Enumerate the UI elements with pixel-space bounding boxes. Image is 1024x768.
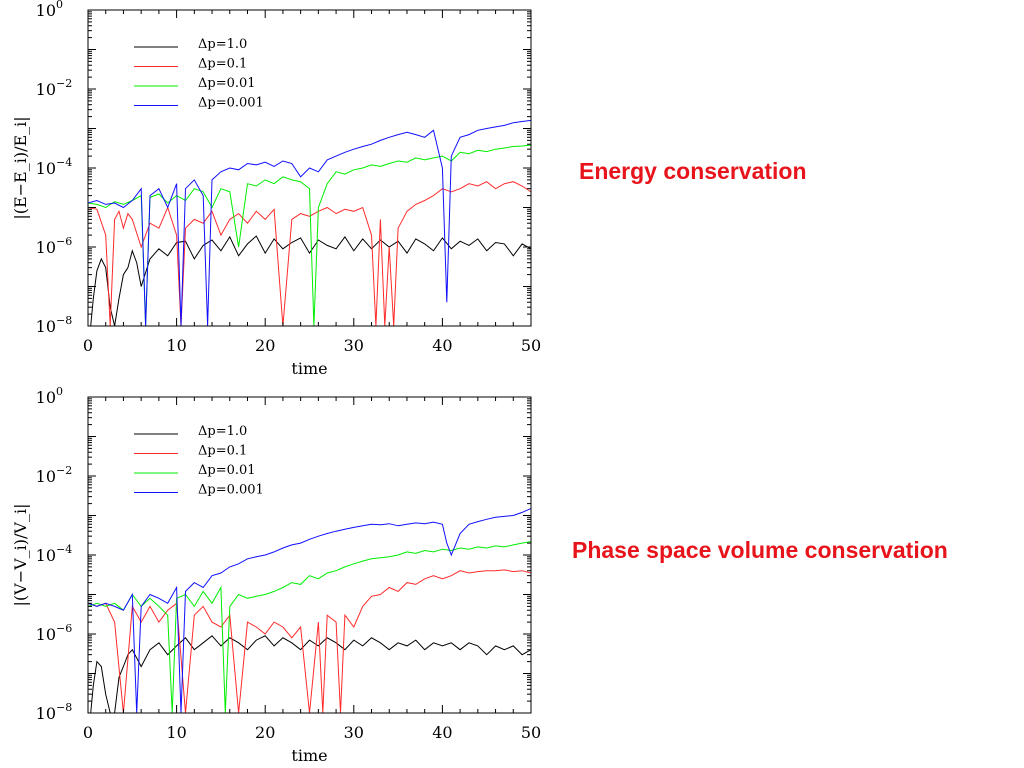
legend: Δp=1.0 Δp=0.1 Δp=0.01 Δp=0.001 — [134, 37, 264, 111]
series-line-2 — [88, 569, 531, 713]
x-tick-label: 0 — [83, 723, 93, 742]
legend-label: Δp=1.0 — [198, 424, 247, 439]
legend-label: Δp=0.1 — [198, 57, 247, 72]
x-tick-label: 40 — [432, 723, 452, 742]
x-tick-label: 0 — [83, 336, 93, 355]
series-line-4 — [88, 508, 531, 713]
x-tick-label: 50 — [521, 723, 541, 742]
legend-label: Δp=0.01 — [198, 76, 256, 91]
x-tick-label: 30 — [344, 336, 364, 355]
x-tick-label: 10 — [166, 723, 186, 742]
series-line-1 — [90, 235, 531, 326]
y-tick-label: 10 — [36, 467, 56, 486]
series-line-4 — [88, 119, 531, 326]
y-axis-label: |(E−E_i)/E_i| — [11, 116, 30, 219]
x-axis-label: time — [291, 746, 327, 765]
y-tick-exponent: −2 — [56, 77, 72, 90]
x-tick-label: 50 — [521, 336, 541, 355]
x-tick-label: 40 — [432, 336, 452, 355]
y-tick-exponent: −8 — [56, 701, 72, 714]
y-tick-exponent: −6 — [56, 235, 72, 248]
y-tick-label: 10 — [36, 625, 56, 644]
x-tick-label: 20 — [255, 723, 275, 742]
y-tick-exponent: −6 — [56, 622, 72, 635]
y-tick-label: 10 — [36, 238, 56, 257]
x-tick-label: 20 — [255, 336, 275, 355]
legend-label: Δp=0.001 — [198, 483, 264, 498]
y-axis-label: |(V−V_i)/V_i| — [11, 504, 30, 607]
series-line-3 — [88, 144, 531, 326]
legend-label: Δp=0.001 — [198, 96, 264, 111]
legend-label: Δp=0.1 — [198, 444, 247, 459]
y-tick-exponent: 0 — [56, 0, 63, 11]
energy-conservation-label: Energy conservation — [579, 158, 807, 184]
y-tick-label: 10 — [36, 1, 56, 20]
y-tick-label: 10 — [36, 80, 56, 99]
y-tick-label: 10 — [36, 159, 56, 178]
y-tick-label: 10 — [36, 317, 56, 336]
x-tick-label: 10 — [166, 336, 186, 355]
plot-frame — [87, 396, 532, 714]
x-tick-label: 30 — [344, 723, 364, 742]
legend: Δp=1.0 Δp=0.1 Δp=0.01 Δp=0.001 — [134, 424, 264, 498]
y-tick-exponent: 0 — [56, 385, 63, 398]
y-tick-exponent: −4 — [56, 156, 72, 169]
y-tick-label: 10 — [36, 546, 56, 565]
y-tick-label: 10 — [36, 704, 56, 723]
y-tick-exponent: −8 — [56, 314, 72, 327]
series-line-3 — [88, 541, 531, 713]
legend-label: Δp=0.01 — [198, 463, 256, 478]
legend-label: Δp=1.0 — [198, 37, 247, 52]
y-tick-exponent: −2 — [56, 464, 72, 477]
y-tick-label: 10 — [36, 388, 56, 407]
series-line-2 — [88, 181, 531, 326]
volume-conservation-label: Phase space volume conservation — [572, 537, 948, 563]
y-tick-exponent: −4 — [56, 543, 72, 556]
x-axis-label: time — [291, 359, 327, 378]
